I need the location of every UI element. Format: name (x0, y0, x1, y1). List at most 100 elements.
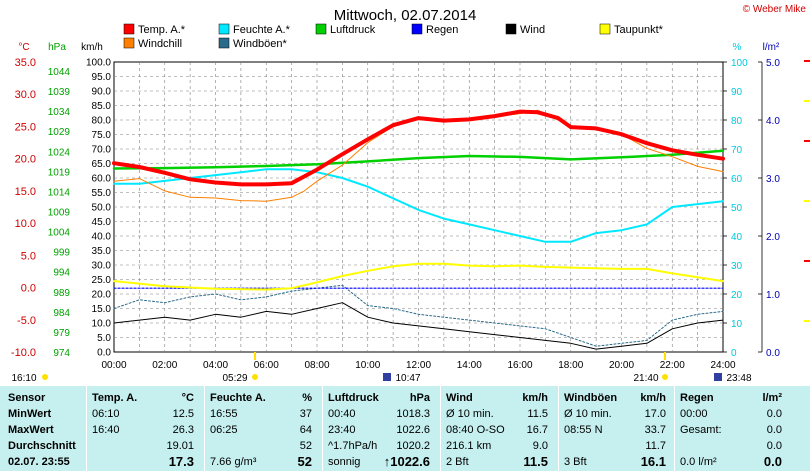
cell-label: 16:40 (92, 424, 120, 436)
celsius-tick-label: 5.0 (21, 250, 36, 262)
cell-value: 33.7 (644, 424, 666, 436)
cell-value: 52 (297, 454, 312, 469)
hpa-tick-label: 1044 (48, 67, 71, 78)
series-line-windboeen (113, 284, 724, 347)
column-unit: hPa (409, 392, 430, 404)
cell-value: 37 (299, 408, 312, 420)
row-label: 02.07. 23:55 (8, 456, 70, 468)
legend-swatch-luftdruck (315, 23, 327, 35)
column-header: Windböen (564, 392, 618, 404)
legend-label-windboeen: Windböen* (233, 38, 288, 50)
statistics-table: Sensor MinWert MaxWert Durchschnitt 02.07. 2… (0, 386, 810, 471)
kmh-tick-label: 75.0 (92, 130, 112, 141)
celsius-unit: °C (18, 42, 29, 53)
celsius-tick-label: -10.0 (11, 347, 36, 359)
percent-unit: % (733, 42, 742, 53)
cell-label: Ø 10 min. (564, 408, 612, 420)
rain-tick-label: 3.0 (766, 174, 780, 185)
cell-label: 16:55 (210, 408, 238, 420)
sun-icon (42, 374, 48, 380)
column-unit: l/m² (762, 392, 782, 404)
rain-tick-label: 2.0 (766, 232, 780, 243)
cell-value: 17.0 (644, 408, 666, 420)
cell-value: 11.5 (523, 454, 548, 469)
kmh-tick-label: 60.0 (92, 174, 112, 185)
legend-swatch-taupunkt (599, 23, 611, 35)
x-tick-label: 16:00 (507, 360, 532, 371)
column-unit: % (302, 392, 312, 404)
column-header: Temp. A. (92, 392, 138, 404)
moonrise-label: 10:47 (395, 373, 420, 384)
cell-label: ^1.7hPa/h (328, 440, 378, 452)
moonset-label: 23:48 (726, 373, 751, 384)
cell-value: 12.5 (172, 408, 194, 420)
x-tick-label: 10:00 (355, 360, 380, 371)
celsius-tick-label: 25.0 (15, 121, 36, 133)
hpa-tick-label: 1014 (48, 187, 71, 198)
kmh-tick-label: 40.0 (92, 232, 112, 243)
series-line-temp (112, 109, 725, 187)
hpa-tick-label: 989 (53, 288, 70, 299)
cell-label: 2 Bft (446, 456, 469, 468)
cell-label: 00:40 (328, 408, 356, 420)
kmh-tick-label: 45.0 (92, 217, 112, 228)
cell-value: 16.7 (526, 424, 548, 436)
percent-tick-label: 70 (731, 145, 743, 156)
cell-label: 08:40 O-SO (446, 424, 505, 436)
cell-label: sonnig (328, 456, 361, 468)
rain-unit: l/m² (763, 42, 780, 53)
legend-label-temp: Temp. A.* (138, 24, 186, 36)
legend-label-regen: Regen (426, 24, 458, 36)
column-separator (86, 386, 87, 471)
series-line-wind (113, 302, 724, 350)
legend-swatch-feuchte (218, 23, 230, 35)
kmh-tick-label: 80.0 (92, 116, 112, 127)
kmh-tick-label: 15.0 (92, 304, 112, 315)
kmh-tick-label: 5.0 (97, 333, 111, 344)
rain-tick-label: 5.0 (766, 58, 780, 69)
kmh-tick-label: 95.0 (92, 72, 112, 83)
legend: Temp. A.* Feuchte A.* Luftdruck Regen Wind Ta… (123, 23, 664, 50)
x-tick-label: 18:00 (558, 360, 583, 371)
percent-tick-label: 50 (731, 203, 743, 214)
cell-value: 0.0 (766, 408, 782, 420)
kmh-unit: km/h (81, 42, 103, 53)
kmh-tick-label: 35.0 (92, 246, 112, 257)
sunset-icon (662, 374, 668, 380)
cell-value: 0.0 (766, 440, 782, 452)
x-tick-label: 04:00 (203, 360, 228, 371)
moon-icon (383, 373, 391, 381)
cell-value: 64 (299, 424, 312, 436)
edge-indicator (804, 200, 810, 202)
cell-value: 0.0 (766, 424, 782, 436)
celsius-tick-label: 20.0 (15, 154, 36, 166)
legend-swatch-temp (123, 23, 135, 35)
percent-tick-label: 0 (731, 348, 737, 359)
column-separator (440, 386, 441, 471)
cell-value: 9.0 (532, 440, 548, 452)
rain-tick-label: 0.0 (766, 348, 780, 359)
plot-area (112, 109, 725, 350)
celsius-tick-label: -5.0 (17, 315, 36, 327)
row-label: MinWert (8, 408, 52, 420)
x-tick-label: 08:00 (304, 360, 329, 371)
legend-label-wind: Wind (520, 24, 545, 36)
cell-value: 16.1 (640, 454, 666, 469)
cell-value: ↑1022.6 (383, 454, 430, 469)
kmh-tick-label: 30.0 (92, 261, 112, 272)
sunrise-icon (252, 374, 258, 380)
percent-tick-label: 30 (731, 261, 743, 272)
cell-value: 11.5 (527, 408, 548, 420)
cell-value: 0.0 (763, 454, 782, 469)
x-tick-label: 12:00 (406, 360, 431, 371)
x-tick-label: 14:00 (457, 360, 482, 371)
legend-label-feuchte: Feuchte A.* (233, 24, 291, 36)
cell-label: 00:00 (680, 408, 708, 420)
hpa-tick-label: 994 (53, 268, 70, 279)
percent-tick-label: 20 (731, 290, 743, 301)
column-separator (204, 386, 205, 471)
legend-label-luftdruck: Luftdruck (330, 24, 376, 36)
percent-tick-label: 10 (731, 319, 743, 330)
edge-indicator (804, 100, 810, 102)
column-header: Feuchte A. (210, 392, 266, 404)
